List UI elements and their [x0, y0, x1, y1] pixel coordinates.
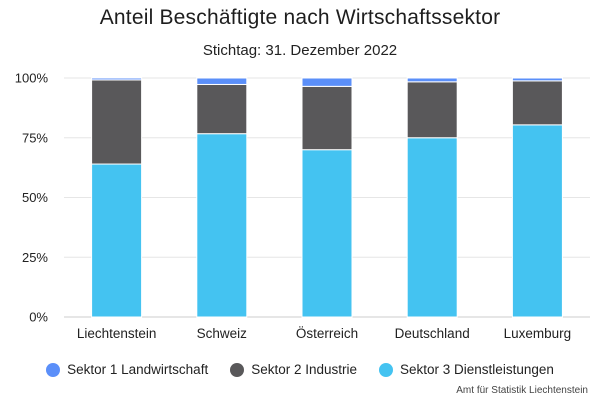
- y-tick-label: 25%: [22, 250, 48, 265]
- legend: Sektor 1 Landwirtschaft Sektor 2 Industri…: [0, 362, 600, 377]
- x-tick-label: Liechtenstein: [77, 326, 157, 341]
- y-tick-label: 0%: [29, 310, 48, 325]
- x-tick-label: Deutschland: [395, 326, 470, 341]
- bar-segment[interactable]: [511, 124, 563, 318]
- legend-dot-icon: [46, 362, 61, 377]
- bar-segment[interactable]: [406, 81, 458, 139]
- chart-subtitle: Stichtag: 31. Dezember 2022: [202, 42, 398, 59]
- bars: [91, 77, 563, 318]
- bar-segment[interactable]: [511, 80, 563, 126]
- bar-segment[interactable]: [91, 77, 143, 81]
- bar-segment[interactable]: [406, 77, 458, 83]
- bar-segment[interactable]: [196, 83, 248, 135]
- legend-item[interactable]: Sektor 1 Landwirtschaft: [46, 362, 208, 377]
- bar-segment[interactable]: [301, 149, 353, 318]
- bar-segment[interactable]: [91, 163, 143, 318]
- legend-dot-icon: [379, 362, 394, 377]
- legend-item[interactable]: Sektor 3 Dienstleistungen: [379, 362, 554, 377]
- x-tick-label: Österreich: [296, 326, 358, 341]
- x-tick-label: Luxemburg: [504, 326, 572, 341]
- chart-title: Anteil Beschäftigte nach Wirtschaftssekt…: [99, 6, 501, 29]
- bar-segment[interactable]: [511, 77, 563, 82]
- bar-segment[interactable]: [91, 79, 143, 165]
- bar-segment[interactable]: [406, 137, 458, 318]
- x-tick-label: Schweiz: [197, 326, 248, 341]
- bar-segment[interactable]: [196, 77, 248, 85]
- bar-segment[interactable]: [301, 77, 353, 87]
- legend-dot-icon: [230, 362, 245, 377]
- legend-item[interactable]: Sektor 2 Industrie: [230, 362, 357, 377]
- bar-segment[interactable]: [301, 85, 353, 151]
- credits[interactable]: Amt für Statistik Liechtenstein: [456, 385, 588, 396]
- y-tick-label: 100%: [15, 71, 49, 86]
- legend-label: Sektor 1 Landwirtschaft: [67, 362, 209, 377]
- y-tick-label: 75%: [22, 130, 48, 145]
- x-axis: Liechtenstein Schweiz Österreich Deutschlan…: [77, 326, 571, 341]
- legend-label: Sektor 2 Industrie: [251, 362, 358, 377]
- y-axis: 0% 25% 50% 75% 100%: [15, 71, 49, 325]
- legend-label: Sektor 3 Dienstleistungen: [400, 362, 554, 377]
- y-tick-label: 50%: [22, 190, 48, 205]
- bar-segment[interactable]: [196, 133, 248, 318]
